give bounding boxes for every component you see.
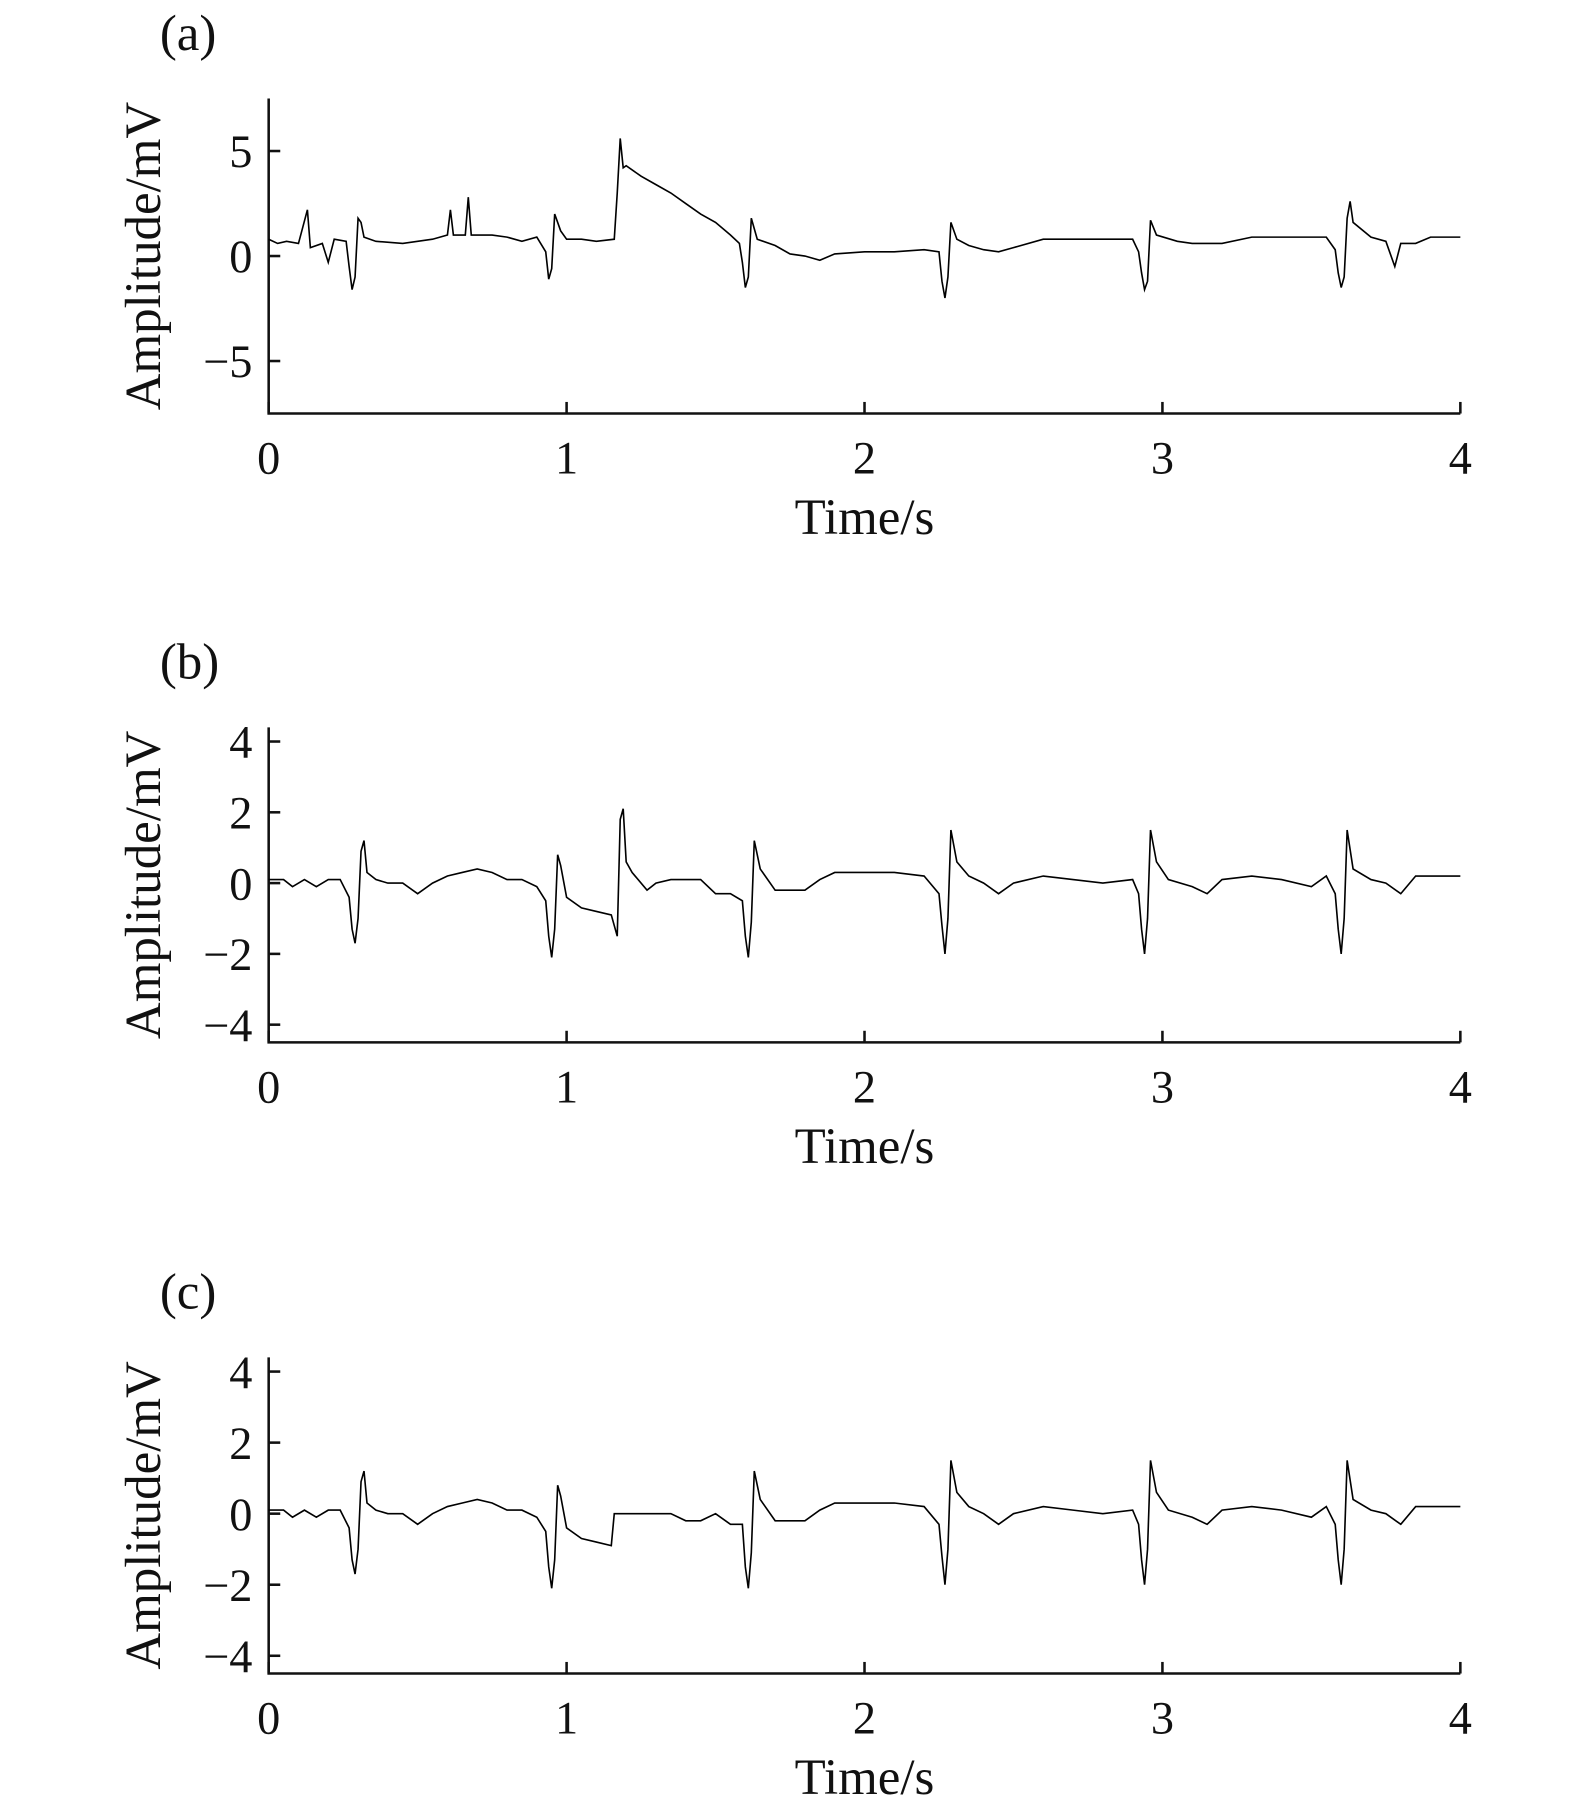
signal-line xyxy=(268,808,1461,958)
x-tick-label: 0 xyxy=(257,1694,280,1745)
panel-label: (c) xyxy=(160,1265,217,1321)
x-tick-label: 1 xyxy=(555,1063,578,1114)
x-axis-label: Time/s xyxy=(795,1750,935,1801)
x-tick-label: 2 xyxy=(853,1063,876,1114)
panel: (c) 0 1 2 3 4 −4 −2 0 2 4 Time/s Amplitude/mV xyxy=(116,1265,1472,1801)
x-tick-label: 0 xyxy=(257,1063,280,1114)
x-tick-label: 2 xyxy=(853,1694,876,1745)
x-tick-label: 3 xyxy=(1151,1063,1174,1114)
signal-line xyxy=(268,138,1461,299)
x-tick-label: 3 xyxy=(1151,1694,1174,1745)
y-tick-label: 2 xyxy=(229,1419,252,1470)
x-tick-label: 1 xyxy=(555,1694,578,1745)
y-tick-label: −5 xyxy=(203,337,252,388)
y-tick-label: −4 xyxy=(203,1001,252,1052)
y-axis-label: Amplitude/mV xyxy=(116,730,172,1039)
y-axis-label: Amplitude/mV xyxy=(116,1361,172,1670)
y-tick-label: 0 xyxy=(229,859,252,910)
axes xyxy=(267,727,1461,1044)
y-tick-label: 2 xyxy=(229,789,252,840)
x-tick-label: 0 xyxy=(257,434,280,485)
y-tick-label: 4 xyxy=(229,718,252,769)
x-tick-label: 4 xyxy=(1449,434,1472,485)
y-axis-label: Amplitude/mV xyxy=(116,102,172,411)
panel: (b) 0 1 2 3 4 −4 −2 0 2 4 Time/s Amplitude/mV xyxy=(116,635,1472,1175)
y-tick-label: 5 xyxy=(229,127,252,178)
x-tick-label: 3 xyxy=(1151,434,1174,485)
y-tick-label: 0 xyxy=(229,1490,252,1541)
axes xyxy=(267,98,1461,415)
x-tick-label: 2 xyxy=(853,434,876,485)
y-tick-label: −4 xyxy=(203,1632,252,1683)
panel-label: (a) xyxy=(160,6,217,62)
y-tick-label: −2 xyxy=(203,930,252,981)
y-tick-label: 0 xyxy=(229,232,252,283)
x-axis-label: Time/s xyxy=(795,490,935,546)
y-tick-label: −2 xyxy=(203,1561,252,1612)
x-tick-label: 4 xyxy=(1449,1694,1472,1745)
x-axis-label: Time/s xyxy=(795,1119,935,1175)
signal-line xyxy=(268,1460,1461,1589)
y-tick-label: 4 xyxy=(229,1348,252,1399)
x-tick-label: 4 xyxy=(1449,1063,1472,1114)
x-tick-label: 1 xyxy=(555,434,578,485)
panel-label: (b) xyxy=(160,635,219,691)
axes xyxy=(267,1357,1461,1675)
